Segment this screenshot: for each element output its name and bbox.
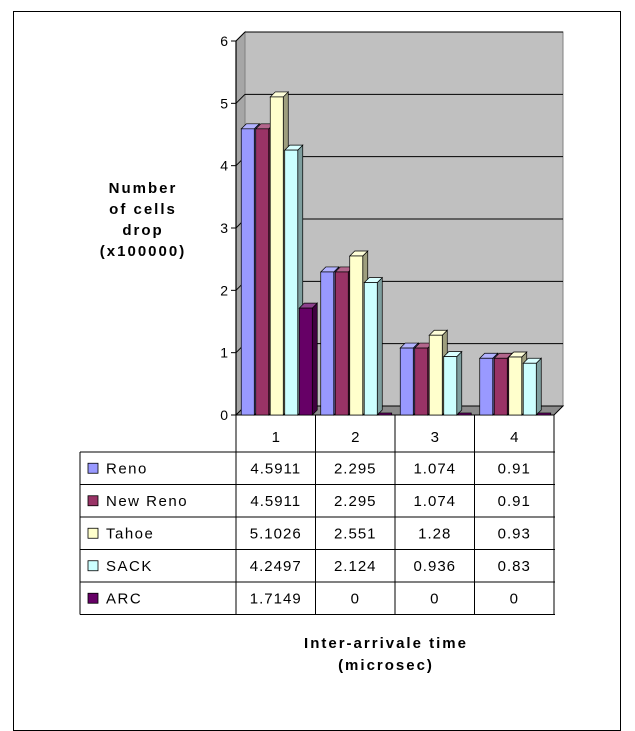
- bar: [537, 412, 552, 416]
- bar: [334, 271, 349, 416]
- y-axis-label-line: of cells: [109, 201, 177, 218]
- table-cell: 5.1026: [250, 525, 302, 542]
- legend-label: ARC: [106, 590, 142, 607]
- table-cell: 1.28: [418, 525, 451, 542]
- table-cell: 1.074: [413, 493, 456, 510]
- table-cell: 0.83: [498, 558, 531, 575]
- bar-side: [376, 276, 383, 416]
- x-tick-label: 3: [431, 429, 439, 446]
- y-tick-label: 5: [220, 95, 228, 111]
- bar: [493, 357, 508, 416]
- bar: [508, 356, 523, 416]
- bar: [428, 334, 443, 416]
- bar: [378, 412, 393, 416]
- bar-side: [535, 357, 542, 416]
- table-cell: 0.91: [498, 460, 531, 477]
- y-tick-label: 1: [220, 345, 228, 361]
- table-cell: 0.93: [498, 525, 531, 542]
- bar: [479, 357, 494, 416]
- bar: [363, 282, 378, 416]
- x-tick-label: 1: [272, 429, 280, 446]
- y-tick-label: 4: [220, 158, 228, 174]
- legend-label: SACK: [106, 558, 153, 575]
- bar-side: [311, 302, 318, 416]
- y-axis-label-line: (x100000): [99, 243, 187, 260]
- bar: [240, 128, 255, 416]
- bar: [320, 271, 335, 416]
- table-cell: 1.074: [413, 460, 456, 477]
- x-axis-label: Inter-arrivale time (microsec): [236, 633, 536, 677]
- table-cell: 0.91: [498, 493, 531, 510]
- legend-swatch: [87, 560, 99, 572]
- bar-chart: 0 1 2 3 4 5 6 1 2 3 4 Reno 4.5911 2.295 1.074 0.91 New R…: [79, 30, 565, 615]
- bar: [269, 96, 284, 416]
- table-cell: 4.2497: [250, 558, 302, 575]
- bar: [522, 362, 537, 416]
- x-tick-label: 2: [351, 429, 359, 446]
- bar: [399, 347, 414, 416]
- legend-label: Reno: [106, 460, 148, 477]
- table-cell: 0: [351, 590, 360, 607]
- x-axis-label-line: Inter-arrivale time: [304, 635, 468, 652]
- bar: [298, 307, 313, 416]
- bar-side: [456, 350, 463, 416]
- y-tick-label: 6: [220, 33, 228, 49]
- y-axis-label: Number of cells drop (x100000): [78, 178, 208, 262]
- y-tick-label: 3: [220, 220, 228, 236]
- table-cell: 1.7149: [250, 590, 302, 607]
- table-cell: 2.295: [334, 460, 377, 477]
- table-cell: 4.5911: [250, 493, 301, 510]
- table-cell: 4.5911: [250, 460, 301, 477]
- bar: [284, 149, 299, 416]
- table-cell: 2.295: [334, 493, 377, 510]
- legend-swatch: [87, 495, 99, 507]
- table-cell: 2.124: [334, 558, 377, 575]
- table-cell: 2.551: [334, 525, 377, 542]
- legend-swatch: [87, 592, 99, 604]
- legend-label: Tahoe: [106, 525, 154, 542]
- y-axis-label-line: Number: [108, 180, 178, 197]
- bar: [349, 255, 364, 416]
- table-cell: 0: [430, 590, 439, 607]
- x-tick-label: 4: [510, 429, 518, 446]
- bar: [443, 356, 458, 416]
- x-axis-label-line: (microsec): [338, 657, 434, 674]
- bar: [255, 128, 270, 416]
- gridline-diag: [235, 93, 246, 104]
- legend-label: New Reno: [106, 493, 188, 510]
- gridline-diag: [235, 31, 246, 42]
- legend-swatch: [87, 527, 99, 539]
- y-axis-label-line: drop: [122, 222, 164, 239]
- bar: [414, 347, 429, 416]
- table-cell: 0: [510, 590, 519, 607]
- legend-swatch: [87, 462, 99, 474]
- bar: [457, 412, 472, 416]
- table-cell: 0.936: [413, 558, 456, 575]
- y-tick-label: 0: [220, 407, 228, 423]
- y-tick-label: 2: [220, 282, 228, 298]
